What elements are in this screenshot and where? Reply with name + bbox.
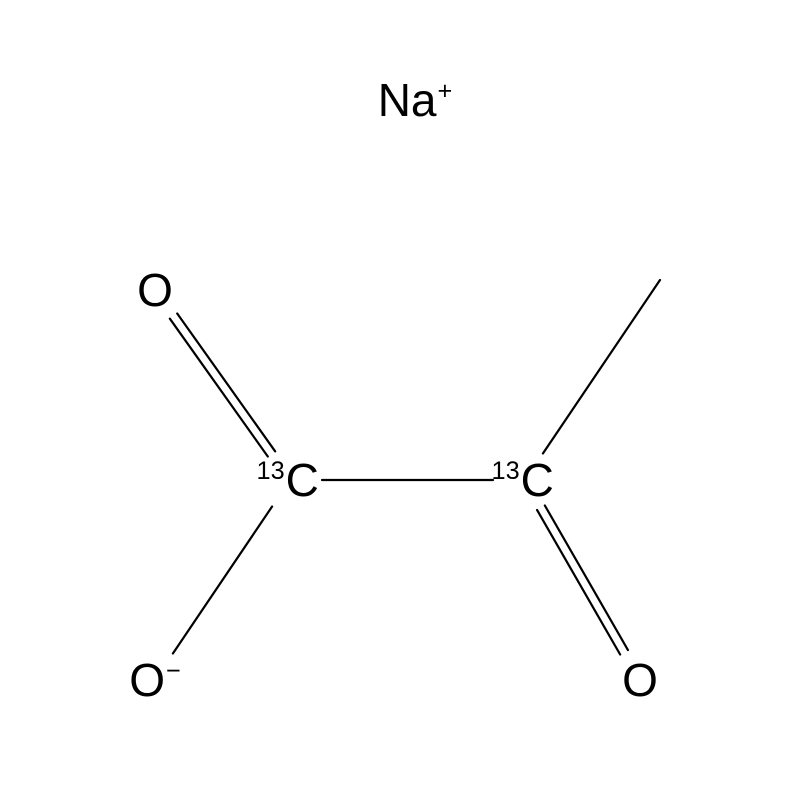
atom-o_bl: O−	[129, 654, 181, 706]
atom-c2: 13C	[492, 454, 554, 506]
atom-na: Na+	[378, 74, 453, 126]
bonds-layer	[170, 280, 660, 655]
atoms-layer: Na+ 13C 13C O O− O	[129, 74, 658, 706]
atom-o_tl: O	[137, 264, 173, 316]
atom-o_br: O	[622, 654, 658, 706]
atom-c1: 13C	[257, 454, 319, 506]
molecule-diagram: Na+ 13C 13C O O− O	[0, 0, 800, 800]
